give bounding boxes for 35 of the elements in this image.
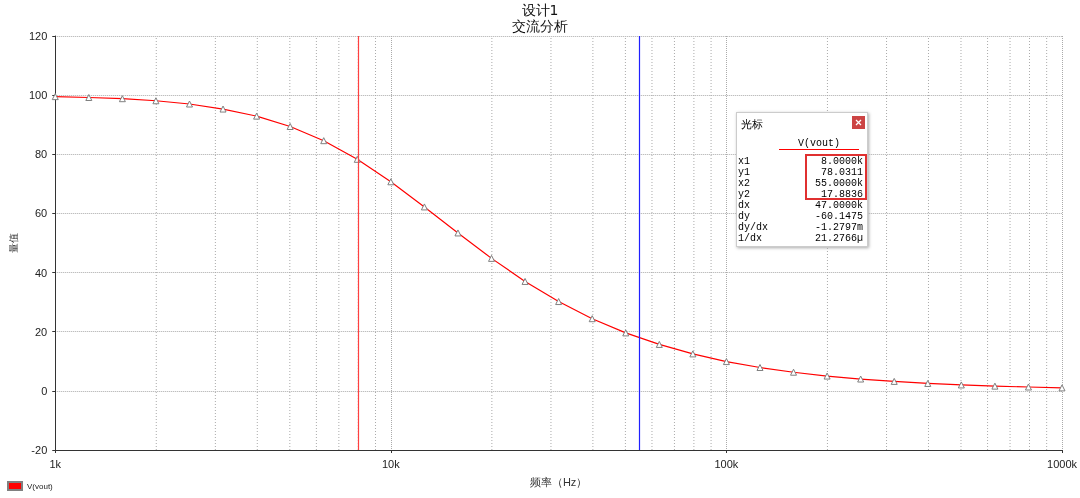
annotation: 8.0000k: [820, 156, 863, 167]
x-tick-label: 10k: [381, 457, 401, 470]
x-tick-label: 100k: [714, 457, 739, 470]
y-tick-label: 40: [35, 266, 48, 279]
y-tick-label: 0: [41, 384, 48, 397]
annotation: V(vout): [779, 138, 859, 150]
y-tick-label: -20: [31, 444, 48, 456]
annotation: -1.2797m: [814, 222, 863, 233]
y-tick-label: 20: [35, 325, 48, 338]
annotation: y2: [738, 189, 751, 200]
y-tick-label: 100: [28, 89, 48, 102]
annotation: 47.0000k: [814, 200, 863, 211]
x-tick-label: 1000k: [1047, 457, 1078, 470]
y-tick-label: 60: [35, 207, 48, 220]
x-axis-title: 频率（Hz）: [529, 475, 588, 488]
y-axis-title: 量值: [7, 233, 19, 253]
chart-subtitle: 交流分析: [512, 18, 568, 34]
x-tick-label: 1k: [49, 457, 62, 470]
annotation: 55.0000k: [814, 178, 863, 189]
annotation: dy/dx: [738, 222, 769, 233]
annotation: dx: [738, 200, 751, 211]
annotation: 21.2766µ: [814, 233, 863, 244]
annotation: x2: [738, 178, 751, 189]
annotation: -60.1475: [814, 211, 863, 222]
legend-label: V(vout): [27, 481, 54, 491]
annotation: 光标: [740, 117, 764, 133]
y-tick-label: 120: [28, 30, 48, 42]
chart-title: 设计1: [521, 2, 559, 18]
y-tick-label: 80: [35, 148, 48, 161]
annotation: dy: [738, 211, 750, 222]
annotation: 1/dx: [738, 233, 762, 244]
annotation: x1: [738, 156, 751, 167]
annotation: y1: [738, 167, 751, 178]
annotation: 78.0311: [820, 167, 863, 178]
annotation: 17.8836: [820, 189, 863, 200]
